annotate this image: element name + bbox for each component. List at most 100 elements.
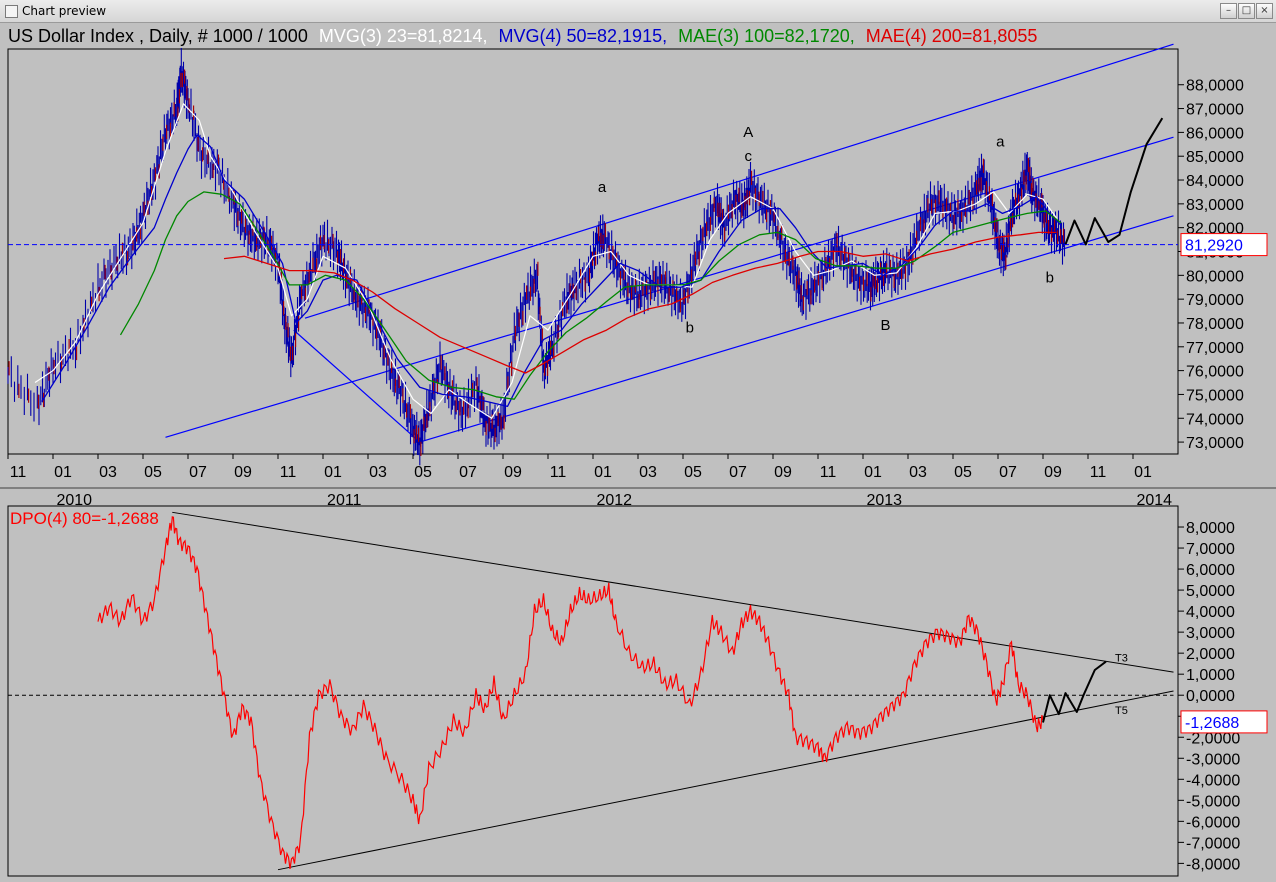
- x-tick-label: 07: [999, 464, 1017, 481]
- indicator-mae100: MAE(3) 100=82,1720,: [678, 26, 855, 46]
- window-title: Chart preview: [22, 4, 107, 18]
- y-tick-label: 4,0000: [1186, 604, 1235, 621]
- series-proj: [1042, 660, 1107, 723]
- last-value-badge: [1180, 710, 1268, 734]
- y-tick-label: 77,0000: [1186, 340, 1244, 357]
- y-tick-label: 86,0000: [1186, 125, 1244, 142]
- x-tick-label: 01: [1134, 464, 1152, 481]
- year-label: 2010: [56, 492, 92, 509]
- y-tick-label: 7,0000: [1186, 541, 1235, 558]
- trend-line-ch_lower: [419, 215, 1174, 443]
- y-tick-label: 78,0000: [1186, 316, 1244, 333]
- y-tick-label: 6,0000: [1186, 562, 1235, 579]
- y-tick-label: -4,0000: [1186, 772, 1240, 789]
- price-chart: 88,0000 87,0000 86,0000 85,0000 84,0000 83,00…: [7, 43, 1268, 509]
- x-tick-label: 07: [459, 464, 477, 481]
- chart-canvas: US Dollar Index , Daily, # 1000 / 1000 M…: [0, 26, 1276, 877]
- y-tick-label: 75,0000: [1186, 387, 1244, 404]
- x-tick-label: 11: [10, 464, 27, 481]
- trend-line-t3: [172, 511, 1174, 673]
- window-app-icon: [5, 5, 18, 18]
- x-tick-label: 07: [189, 464, 207, 481]
- x-tick-label: 05: [954, 464, 972, 481]
- wave-label: b: [1046, 269, 1054, 286]
- y-tick-label: -8,0000: [1186, 856, 1240, 873]
- x-tick-label: 01: [54, 464, 72, 481]
- last-value-label: -1,2688: [1185, 715, 1239, 732]
- x-tick-label: 03: [369, 464, 387, 481]
- x-tick-label: 03: [639, 464, 657, 481]
- x-tick-label: 09: [1044, 464, 1062, 481]
- wave-label: a: [996, 134, 1005, 151]
- y-tick-label: 88,0000: [1186, 78, 1244, 95]
- trend-line-t5: [277, 690, 1174, 871]
- wave-label: b: [686, 320, 694, 337]
- y-tick-label: 79,0000: [1186, 292, 1244, 309]
- x-tick-label: 11: [820, 464, 837, 481]
- series-proj: [1064, 117, 1164, 246]
- minimize-button[interactable]: –: [1220, 3, 1237, 19]
- trend-label: T5: [1115, 705, 1128, 717]
- year-label: 2014: [1136, 492, 1172, 509]
- x-tick-label: 03: [99, 464, 117, 481]
- maximize-button[interactable]: □: [1238, 3, 1255, 19]
- y-tick-label: -7,0000: [1186, 835, 1240, 852]
- window-titlebar: Chart preview – □ ×: [0, 0, 1276, 23]
- series-ma100: [119, 191, 1062, 400]
- x-tick-label: 01: [864, 464, 882, 481]
- y-tick-label: 8,0000: [1186, 520, 1235, 537]
- y-tick-label: 73,0000: [1186, 435, 1244, 452]
- instrument-label: US Dollar Index , Daily, # 1000 / 1000: [8, 26, 308, 46]
- x-tick-label: 05: [684, 464, 702, 481]
- y-tick-label: 76,0000: [1186, 364, 1244, 381]
- series-dpo: [97, 516, 1044, 869]
- oscillator-title: DPO(4) 80=-1,2688: [10, 509, 159, 528]
- y-tick-label: 85,0000: [1186, 149, 1244, 166]
- close-button[interactable]: ×: [1256, 3, 1273, 19]
- wave-label: a: [598, 179, 607, 196]
- x-tick-label: 05: [144, 464, 162, 481]
- y-tick-label: 1,0000: [1186, 667, 1235, 684]
- y-tick-label: -2,0000: [1186, 730, 1240, 747]
- indicator-mae200: MAE(4) 200=81,8055: [866, 26, 1038, 46]
- year-label: 2013: [866, 492, 902, 509]
- y-tick-label: -5,0000: [1186, 793, 1240, 810]
- oscillator-plot-area: [7, 505, 1179, 877]
- y-tick-label: -6,0000: [1186, 814, 1240, 831]
- y-tick-label: -3,0000: [1186, 751, 1240, 768]
- y-tick-label: 0,0000: [1186, 688, 1235, 705]
- y-tick-label: 5,0000: [1186, 583, 1235, 600]
- header-line: US Dollar Index , Daily, # 1000 / 1000 M…: [8, 26, 1037, 46]
- x-tick-label: 11: [550, 464, 567, 481]
- y-tick-label: 80,0000: [1186, 268, 1244, 285]
- wave-label: A: [743, 124, 753, 141]
- trend-line-ch_upper: [304, 43, 1174, 319]
- indicator-mvg23: MVG(3) 23=81,8214,: [319, 26, 488, 46]
- oscillator-chart: 8,0000 7,0000 6,0000 5,0000 4,0000 3,0000 2,00…: [8, 511, 1268, 873]
- x-tick-label: 07: [729, 464, 747, 481]
- y-tick-label: 3,0000: [1186, 625, 1235, 642]
- x-tick-label: 09: [234, 464, 252, 481]
- x-tick-label: 09: [504, 464, 522, 481]
- trend-line-ch_drop: [293, 329, 421, 443]
- price-bars-down: [8, 69, 1065, 456]
- year-label: 2012: [596, 492, 632, 509]
- last-price-label: 81,2920: [1185, 238, 1243, 255]
- y-tick-label: 87,0000: [1186, 102, 1244, 119]
- x-tick-label: 09: [774, 464, 792, 481]
- trend-label: T3: [1115, 653, 1128, 665]
- y-tick-label: 74,0000: [1186, 411, 1244, 428]
- indicator-mvg50: MVG(4) 50=82,1915,: [498, 26, 667, 46]
- x-tick-label: 01: [324, 464, 342, 481]
- y-tick-label: 83,0000: [1186, 197, 1244, 214]
- series-ma200: [223, 231, 1057, 374]
- last-price-badge: [1180, 233, 1268, 257]
- x-tick-label: 03: [909, 464, 927, 481]
- y-tick-label: 84,0000: [1186, 173, 1244, 190]
- wave-label: c: [745, 148, 753, 165]
- x-tick-label: 11: [1090, 464, 1107, 481]
- x-tick-label: 05: [414, 464, 432, 481]
- wave-label: B: [880, 317, 890, 334]
- y-tick-label: 2,0000: [1186, 646, 1235, 663]
- x-tick-label: 01: [594, 464, 612, 481]
